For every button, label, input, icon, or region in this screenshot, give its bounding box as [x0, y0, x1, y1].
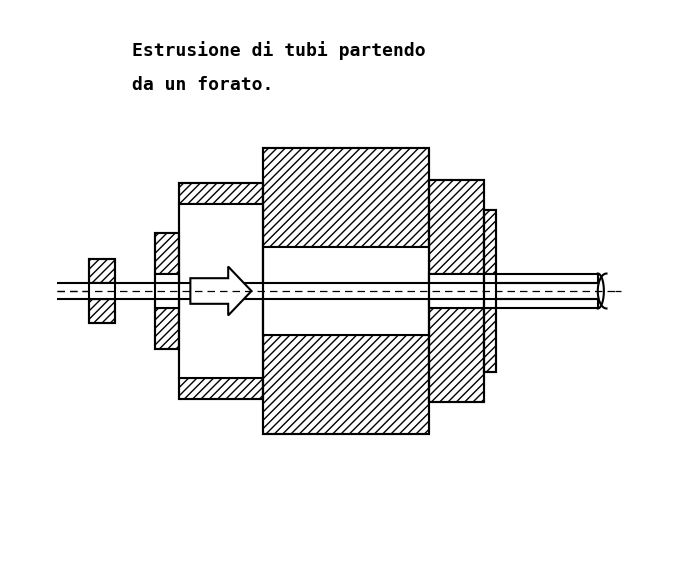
Bar: [429, 308, 484, 402]
Bar: [156, 274, 179, 308]
Bar: [88, 259, 115, 283]
Text: Estrusione di tubi partendo: Estrusione di tubi partendo: [132, 41, 426, 60]
Bar: [179, 283, 598, 299]
Bar: [263, 335, 429, 434]
Bar: [484, 210, 496, 372]
Bar: [179, 183, 263, 399]
Bar: [179, 204, 263, 378]
Bar: [263, 148, 429, 247]
Bar: [156, 233, 179, 349]
Bar: [88, 283, 115, 299]
Bar: [179, 378, 263, 399]
Bar: [484, 210, 496, 274]
Bar: [429, 274, 484, 308]
Bar: [156, 308, 179, 349]
Bar: [179, 183, 263, 204]
Polygon shape: [190, 267, 252, 315]
Bar: [429, 180, 484, 402]
Bar: [56, 283, 179, 299]
Bar: [484, 308, 496, 372]
Bar: [429, 180, 484, 274]
Bar: [263, 247, 429, 335]
Bar: [263, 148, 429, 434]
Bar: [88, 299, 115, 323]
Bar: [88, 259, 115, 323]
Bar: [156, 233, 179, 274]
Text: da un forato.: da un forato.: [132, 76, 274, 94]
Bar: [484, 274, 496, 308]
